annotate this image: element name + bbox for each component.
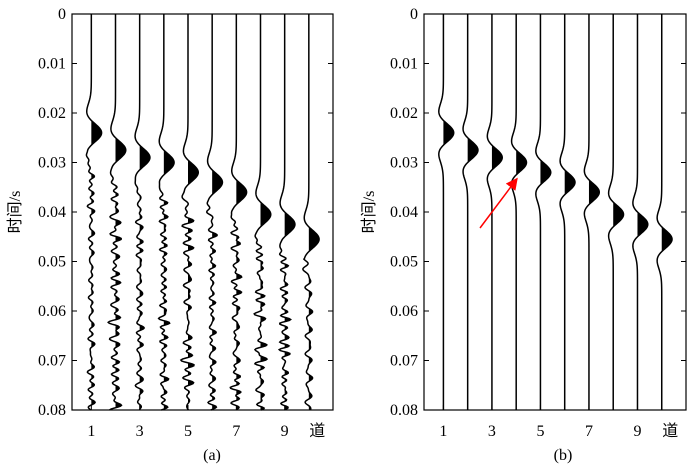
trace-1 [438,14,455,410]
y-tick-label: 0.05 [390,254,418,271]
y-tick-label: 0 [410,6,418,23]
trace-7 [229,14,248,411]
trace-5 [535,14,552,410]
trace-1 [85,14,103,411]
trace-4 [157,14,175,411]
panel-a: 0 0.01 0.02 0.03 0.04 0.05 0.06 0.07 0.08 1 3 5 7 9 道 时… [6,6,334,464]
trace-fill [613,202,624,228]
x-tick-label: 7 [585,423,593,440]
trace-fill [139,146,150,410]
y-tick-label: 0 [58,6,66,23]
y-tick-label: 0.02 [38,105,66,122]
x-tick-label: 1 [439,423,447,440]
plot-frame [71,13,334,411]
y-tick-label: 0.03 [390,155,418,172]
trace-fill [661,227,673,253]
y-tick-label: 0.05 [38,254,66,271]
panel-caption: (b) [554,447,573,464]
y-tick-label: 0.07 [38,353,66,370]
x-tick-label: 7 [232,423,240,440]
y-tick-label: 0.08 [38,402,66,419]
panel-caption: (a) [203,447,221,464]
trace-fill [588,179,600,206]
trace-fill [564,170,575,196]
y-tick-label: 0.02 [390,105,418,122]
trace-2 [107,14,127,411]
trace-2 [462,14,479,410]
trace-fill [443,120,454,146]
trace-6 [559,14,576,410]
x-tick-label: 3 [136,423,144,440]
trace-fill [115,138,126,409]
y-tick-label: 0.01 [38,56,66,73]
x-tick-label: 1 [87,423,95,440]
trace-5 [179,14,200,411]
x-tick-label: 9 [281,423,289,440]
x-tick-label: 道 [309,422,325,440]
trace-3 [486,14,503,410]
trace-9 [277,14,296,411]
red-arrow [479,177,518,229]
trace-9 [632,14,649,410]
panel-b: 0 0.01 0.02 0.03 0.04 0.05 0.06 0.07 0.08 1 3 5 7 9 道 时… [360,6,687,464]
trace-6 [205,14,224,411]
trace-7 [583,14,601,410]
trace-fill [308,227,320,410]
y-tick-label: 0.06 [38,303,66,320]
y-tick-label: 0.06 [390,303,418,320]
x-tick-label: 3 [488,423,496,440]
x-tick-label: 9 [633,423,641,440]
trace-fill [540,160,551,186]
trace-fill [260,202,271,410]
trace-fill [467,138,478,163]
y-axis-label: 时间/s [360,191,378,234]
trace-10 [656,14,673,410]
y-tick-label: 0.01 [390,56,418,73]
y-tick-label: 0.07 [390,353,418,370]
trace-fill [212,170,223,410]
trace-fill [91,120,102,406]
y-axis-label: 时间/s [6,191,24,234]
trace-fill [637,212,648,238]
y-tick-label: 0.03 [38,155,66,172]
trace-fill [491,146,503,171]
y-tick-label: 0.04 [390,204,418,221]
trace-8 [253,14,272,411]
trace-10 [302,14,320,411]
trace-8 [607,14,625,410]
y-tick-label: 0.08 [390,402,418,419]
x-tick-label: 5 [184,423,192,440]
x-tick-label: 道 [662,422,678,440]
plot-frame [423,13,687,411]
trace-4 [510,14,528,410]
y-tick-label: 0.04 [38,204,66,221]
trace-fill [516,150,527,176]
trace-3 [134,14,151,411]
x-tick-label: 5 [536,423,544,440]
